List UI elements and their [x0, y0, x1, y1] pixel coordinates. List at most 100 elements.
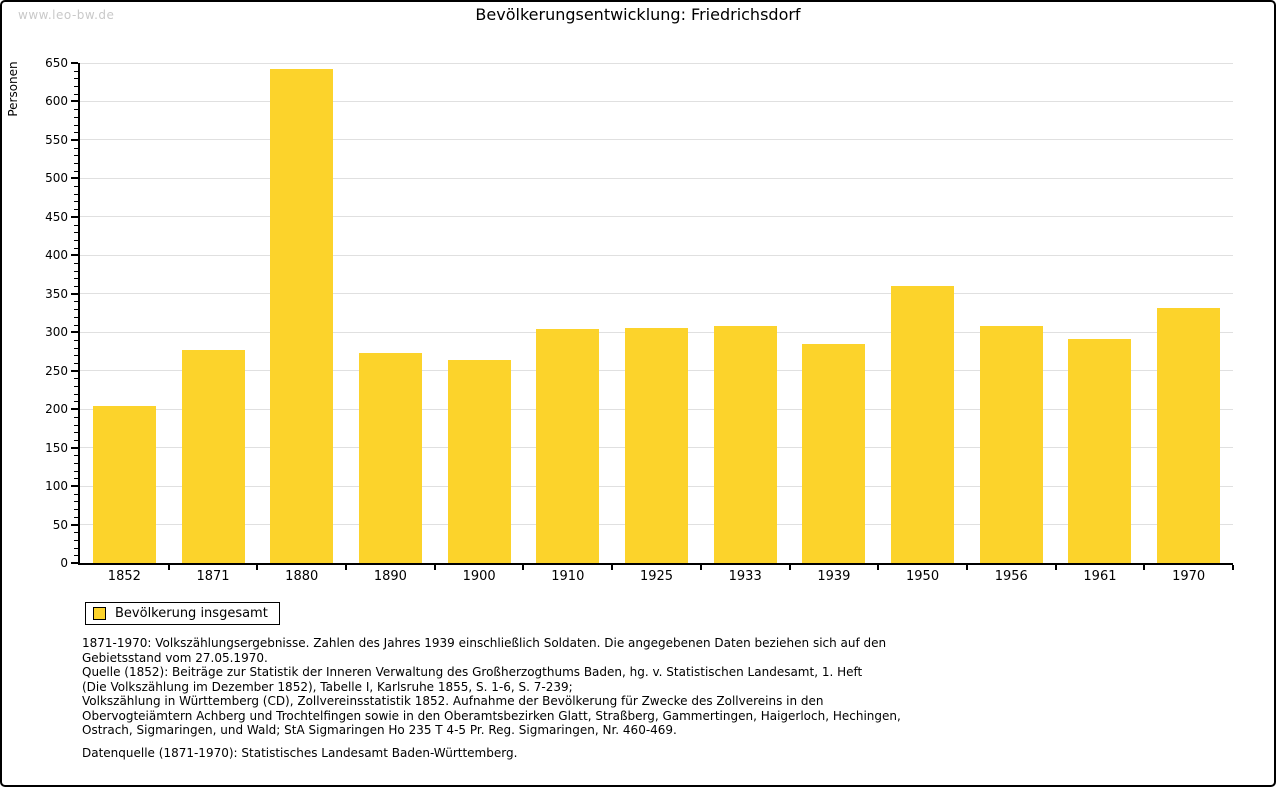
y-tick-label-100: 100	[45, 479, 68, 494]
y-minor-tick-340	[74, 301, 78, 303]
y-tick-label-400: 400	[45, 248, 68, 263]
y-minor-tick-410	[74, 247, 78, 249]
y-tick-label-250: 250	[45, 363, 68, 378]
y-minor-tick-80	[74, 501, 78, 503]
y-minor-tick-140	[74, 455, 78, 457]
x-tick-label-1910: 1910	[551, 569, 585, 584]
x-tick-label-1890: 1890	[373, 569, 407, 584]
y-minor-tick-370	[74, 278, 78, 280]
y-minor-tick-540	[74, 147, 78, 149]
gridline-550	[80, 139, 1233, 141]
bar-1880	[270, 69, 334, 563]
y-minor-tick-160	[74, 439, 78, 441]
x-tick-label-1956: 1956	[994, 569, 1028, 584]
footnote-line: Quelle (1852): Beiträge zur Statistik de…	[82, 665, 863, 679]
x-boundary-tick-2	[256, 565, 259, 570]
x-boundary-tick-5	[522, 565, 525, 570]
bar-1871	[181, 349, 245, 563]
x-boundary-tick-8	[788, 565, 791, 570]
y-minor-tick-390	[74, 263, 78, 264]
bar-1852	[92, 406, 156, 563]
y-minor-tick-240	[74, 378, 78, 380]
y-minor-tick-310	[74, 324, 78, 326]
y-minor-tick-620	[74, 86, 78, 88]
y-minor-tick-610	[74, 93, 78, 95]
y-tick-label-500: 500	[45, 171, 68, 186]
y-tick-350	[71, 292, 78, 295]
bar-1910	[536, 329, 600, 563]
y-minor-tick-590	[74, 109, 78, 111]
y-minor-tick-460	[74, 209, 78, 211]
y-minor-tick-30	[74, 539, 78, 541]
bar-1890	[358, 353, 422, 563]
y-tick-label-0: 0	[60, 556, 68, 570]
y-minor-tick-130	[74, 463, 78, 464]
y-minor-tick-70	[74, 509, 78, 511]
y-tick-label-450: 450	[45, 209, 68, 224]
bar-1933	[713, 326, 777, 563]
gridline-600	[80, 100, 1233, 102]
y-tick-250	[71, 369, 78, 372]
footnotes: 1871-1970: Volkszählungsergebnisse. Zahl…	[82, 636, 1182, 760]
x-boundary-tick-9	[877, 565, 880, 570]
x-boundary-tick-12	[1143, 565, 1146, 570]
gridline-350	[80, 293, 1233, 295]
legend: Bevölkerung insgesamt	[85, 602, 280, 625]
x-tick-label-1939: 1939	[817, 569, 851, 584]
x-tick-label-1871: 1871	[196, 569, 230, 584]
x-tick-label-1970: 1970	[1172, 569, 1206, 584]
y-minor-tick-630	[74, 78, 78, 80]
x-tick-label-1880: 1880	[285, 569, 319, 584]
y-minor-tick-210	[74, 401, 78, 403]
y-minor-tick-290	[74, 339, 78, 341]
x-tick-label-1900: 1900	[462, 569, 496, 584]
y-tick-label-150: 150	[45, 440, 68, 455]
data-source-line: Datenquelle (1871-1970): Statistisches L…	[82, 745, 518, 760]
y-minor-tick-480	[74, 193, 78, 195]
footnote-line: Ostrach, Sigmaringen, und Wald; StA Sigm…	[82, 723, 677, 737]
y-minor-tick-640	[74, 70, 78, 72]
y-minor-tick-420	[74, 239, 78, 241]
bar-1961	[1068, 339, 1132, 563]
y-minor-tick-470	[74, 201, 78, 203]
gridline-400	[80, 254, 1233, 256]
y-tick-label-650: 650	[45, 56, 68, 70]
bar-1950	[891, 286, 955, 563]
y-minor-tick-270	[74, 355, 78, 357]
x-boundary-tick-1	[167, 565, 170, 570]
x-tick-label-1852: 1852	[107, 569, 141, 584]
footnote-line: Volkszählung in Württemberg (CD), Zollve…	[82, 694, 824, 708]
x-boundary-tick-6	[611, 565, 614, 570]
y-tick-label-300: 300	[45, 325, 68, 340]
y-tick-400	[71, 254, 78, 257]
y-minor-tick-260	[74, 363, 78, 364]
bar-1939	[802, 343, 866, 563]
x-tick-label-1925: 1925	[639, 569, 674, 584]
y-minor-tick-320	[74, 316, 78, 318]
bar-1970	[1157, 308, 1221, 563]
x-boundary-tick-3	[345, 565, 348, 570]
y-minor-tick-280	[74, 347, 78, 349]
y-minor-tick-440	[74, 224, 78, 226]
footnote-line: (Die Volkszählung im Dezember 1852), Tab…	[82, 679, 573, 694]
x-tick-label-1961: 1961	[1083, 569, 1117, 584]
y-minor-tick-380	[74, 270, 78, 272]
x-boundary-tick-4	[433, 565, 436, 570]
footnote-line: Obervogteiämtern Achberg und Trochtelfin…	[82, 708, 901, 723]
y-minor-tick-330	[74, 309, 78, 311]
y-minor-tick-60	[74, 516, 78, 518]
bar-1925	[625, 327, 688, 563]
y-minor-tick-220	[74, 393, 78, 395]
x-boundary-tick-13	[1232, 565, 1234, 570]
legend-label: Bevölkerung insgesamt	[115, 606, 268, 621]
x-tick-label-1950: 1950	[906, 569, 940, 584]
y-tick-label-600: 600	[45, 94, 68, 109]
y-minor-tick-560	[74, 132, 78, 134]
y-minor-tick-180	[74, 424, 78, 426]
y-tick-label-50: 50	[52, 517, 68, 532]
y-minor-tick-190	[74, 416, 78, 418]
y-tick-label-200: 200	[45, 402, 68, 417]
y-minor-tick-10	[74, 555, 78, 557]
